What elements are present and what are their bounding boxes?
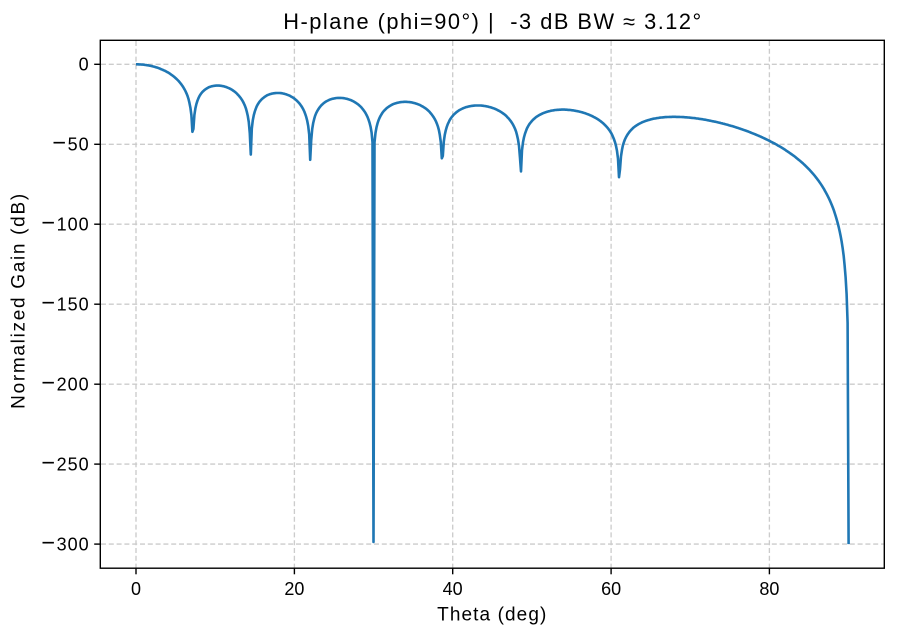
svg-text:60: 60 [601,579,621,599]
svg-text:−50: −50 [52,130,89,156]
svg-text:40: 40 [443,579,463,599]
svg-text:−250: −250 [41,449,89,475]
svg-text:0: 0 [131,579,141,599]
svg-text:H-plane (phi=90°) | -3 dB BW: H-plane (phi=90°) | -3 dB BW ≈ 3.12° [283,9,703,34]
svg-text:−150: −150 [41,290,89,316]
svg-text:−100: −100 [41,210,89,236]
svg-text:−200: −200 [41,370,89,396]
svg-text:Normalized Gain (dB): Normalized Gain (dB) [9,192,30,409]
svg-text:0: 0 [79,55,90,75]
svg-text:Theta (deg): Theta (deg) [437,604,547,625]
svg-text:20: 20 [284,579,304,599]
svg-text:−300: −300 [41,529,89,555]
svg-text:80: 80 [759,579,779,599]
